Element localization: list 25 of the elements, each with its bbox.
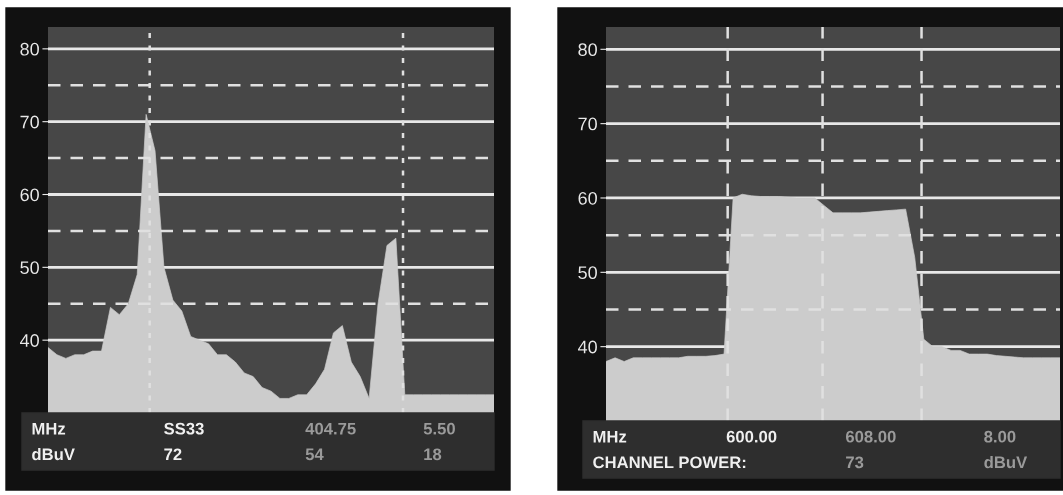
text: 73 (846, 456, 864, 469)
y-tick-label: 50 (20, 261, 39, 275)
text: 72 (164, 448, 182, 461)
text: 5.50 (423, 422, 455, 435)
text: 54 (305, 448, 324, 461)
y-tick-label: 60 (578, 191, 597, 205)
text: dBuV (984, 455, 1028, 469)
y-tick-label: 40 (578, 340, 597, 354)
text: 8.00 (984, 430, 1016, 443)
text: 600.00 (726, 430, 777, 443)
y-tick-label: 40 (20, 334, 39, 347)
y-tick-label: 70 (578, 117, 597, 131)
text: SS33 (164, 422, 204, 435)
text: MHz (32, 422, 66, 435)
text: dBuV (32, 447, 75, 461)
text: 18 (424, 448, 442, 461)
y-tick-label: 70 (20, 115, 39, 129)
y-tick-label: 60 (20, 188, 39, 202)
text: MHz (593, 430, 627, 443)
y-tick-label: 80 (578, 43, 597, 57)
y-tick-label: 80 (20, 42, 39, 56)
y-tick-label: 50 (578, 266, 597, 280)
text: CHANNEL POWER: (593, 456, 746, 469)
text: 404.75 (305, 422, 356, 435)
text: 608.00 (845, 430, 896, 443)
